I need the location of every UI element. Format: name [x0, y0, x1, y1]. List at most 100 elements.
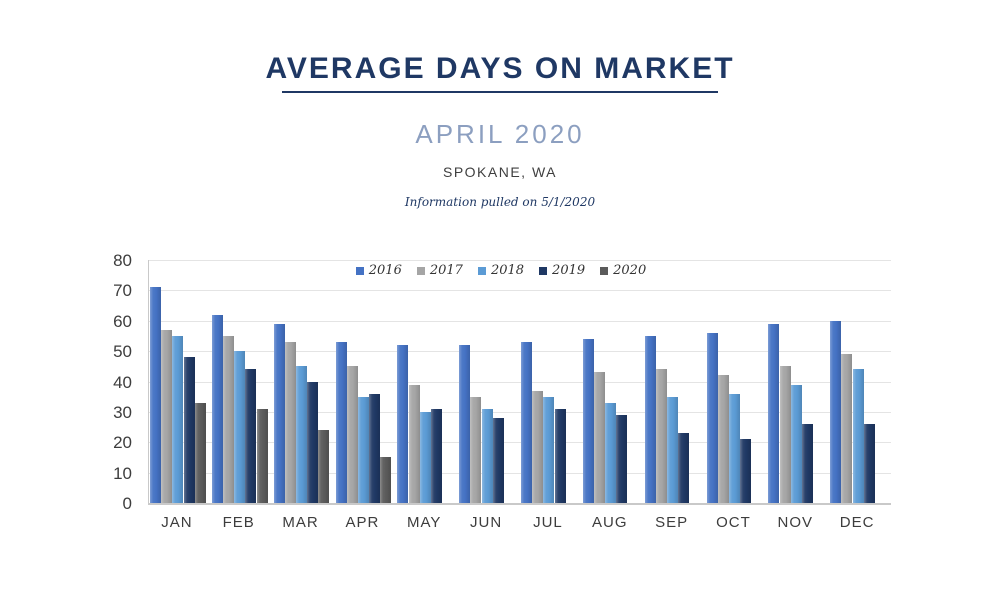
legend-item-2019: 2019: [539, 263, 585, 278]
legend-item-2016: 2016: [355, 263, 402, 278]
bar-2019-jan: [183, 357, 195, 503]
bar-2019-mar: [307, 381, 319, 503]
bar-2020-mar: [318, 430, 330, 503]
bar-2017-sep: [655, 369, 667, 503]
y-axis-label-70: 70: [113, 281, 132, 301]
x-axis-label-may: MAY: [407, 514, 442, 531]
legend-item-2018: 2018: [477, 263, 525, 278]
y-axis-label-50: 50: [113, 342, 132, 362]
gridline-10: [149, 472, 891, 474]
bar-2016-jul: [521, 342, 533, 503]
chart-legend: 2016 2017 2018 2019 2020: [130, 263, 872, 278]
bar-2018-jul: [543, 396, 555, 503]
bar-2017-feb: [223, 335, 235, 503]
bar-2020-apr: [380, 457, 392, 503]
bar-2017-jan: [161, 329, 173, 503]
bar-2020-jan: [194, 402, 206, 503]
x-axis-label-feb: FEB: [222, 514, 255, 531]
x-axis-label-jan: JAN: [161, 514, 193, 531]
legend-label-2020: 2020: [613, 263, 647, 278]
y-axis-label-10: 10: [113, 463, 132, 483]
x-axis-label-aug: AUG: [591, 514, 628, 531]
bar-2016-nov: [768, 323, 780, 503]
bar-2017-aug: [594, 372, 606, 503]
y-axis-label-40: 40: [113, 372, 132, 392]
legend-swatch-2019: [539, 266, 548, 275]
bar-2018-oct: [728, 393, 740, 503]
bar-2016-may: [397, 345, 409, 503]
bar-2016-dec: [830, 320, 842, 503]
bar-2018-may: [419, 411, 431, 503]
chart-plot-area: [148, 260, 891, 505]
bar-2018-feb: [234, 351, 246, 503]
gridline-60: [149, 320, 891, 322]
gridline-40: [149, 381, 891, 383]
report-location: SPOKANE, WA: [442, 164, 557, 180]
bar-2019-jul: [554, 408, 566, 503]
bar-2018-jan: [172, 335, 184, 503]
x-axis-label-nov: NOV: [777, 514, 813, 531]
y-axis-label-30: 30: [113, 402, 132, 422]
bar-2016-aug: [582, 338, 594, 503]
bar-2016-sep: [644, 335, 656, 503]
bar-2019-sep: [678, 433, 690, 503]
legend-item-2020: 2020: [600, 263, 646, 278]
y-axis-label-0: 0: [122, 494, 132, 513]
bar-2018-jun: [481, 408, 493, 503]
bar-2016-mar: [273, 323, 285, 503]
gridline-70: [149, 290, 891, 292]
y-axis-label-60: 60: [113, 311, 132, 331]
legend-swatch-2020: [600, 266, 609, 275]
legend-item-2017: 2017: [416, 263, 463, 278]
bar-2016-oct: [706, 332, 718, 503]
y-axis-label-80: 80: [113, 251, 132, 270]
legend-swatch-2016: [355, 266, 364, 275]
bar-2017-may: [408, 384, 420, 503]
bar-2016-jan: [150, 287, 162, 503]
bar-2019-apr: [369, 393, 381, 503]
x-axis-label-jul: JUL: [533, 514, 563, 531]
bar-2017-jun: [470, 396, 482, 503]
bar-2018-mar: [296, 366, 308, 503]
legend-label-2019: 2019: [552, 263, 586, 278]
y-axis-label-20: 20: [113, 433, 132, 453]
bar-2019-jun: [492, 417, 504, 503]
bar-2019-aug: [616, 414, 628, 503]
gridline-20: [149, 442, 891, 444]
bar-2017-nov: [779, 366, 791, 503]
x-axis-label-dec: DEC: [839, 514, 875, 531]
legend-label-2017: 2017: [429, 263, 463, 278]
bar-2016-apr: [335, 342, 347, 503]
x-axis-label-apr: APR: [345, 514, 380, 531]
bar-2018-aug: [605, 402, 617, 503]
bar-2018-sep: [667, 396, 679, 503]
gridline-50: [149, 351, 891, 353]
bar-2017-apr: [346, 366, 358, 503]
bar-2018-dec: [852, 369, 864, 503]
gridline-80: [149, 260, 891, 261]
x-axis-label-jun: JUN: [469, 514, 503, 531]
bar-2017-oct: [717, 375, 729, 503]
bar-2017-mar: [284, 342, 296, 503]
bar-2016-feb: [211, 314, 223, 503]
report-footnote: Information pulled on 5/1/2020: [404, 195, 596, 209]
bar-2019-oct: [740, 439, 752, 503]
report-header: AVERAGE DAYS ON MARKET APRIL 2020 SPOKAN…: [0, 52, 1000, 209]
bar-2017-jul: [532, 390, 544, 503]
x-axis-label-sep: SEP: [655, 514, 689, 531]
legend-swatch-2018: [477, 266, 486, 275]
title-underline: [282, 91, 718, 93]
legend-label-2016: 2016: [368, 263, 402, 278]
bar-2019-feb: [245, 369, 257, 503]
legend-swatch-2017: [416, 266, 425, 275]
report-month: APRIL 2020: [415, 119, 585, 149]
x-axis-label-mar: MAR: [282, 514, 319, 531]
x-axis-label-oct: OCT: [716, 514, 751, 531]
bar-2018-nov: [790, 384, 802, 503]
legend-label-2018: 2018: [490, 263, 525, 278]
page-title: AVERAGE DAYS ON MARKET: [265, 52, 735, 85]
bar-2019-may: [430, 408, 442, 503]
bar-2018-apr: [357, 396, 369, 503]
